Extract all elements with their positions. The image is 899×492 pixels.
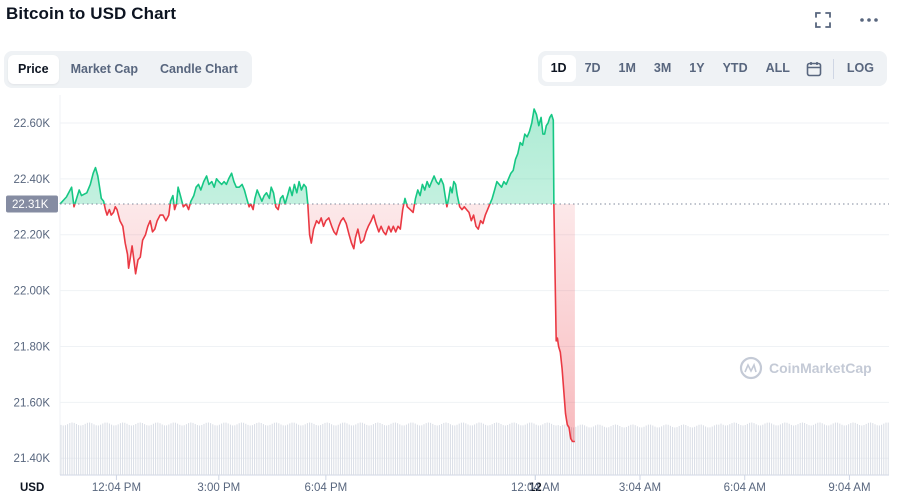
chart-view-tabs: Price Market Cap Candle Chart [4, 51, 252, 88]
x-tick-label: 12:04 PM [92, 482, 141, 492]
calendar-icon[interactable] [799, 55, 829, 82]
range-1d[interactable]: 1D [541, 55, 576, 82]
tab-price[interactable]: Price [8, 55, 59, 84]
more-icon[interactable] [857, 8, 881, 32]
log-scale-toggle[interactable]: LOG [846, 61, 874, 75]
area-above-reference [60, 109, 554, 204]
watermark: CoinMarketCap [739, 356, 872, 380]
y-tick-label: 22.60K [14, 118, 51, 130]
reference-badge: 22.31K [6, 195, 58, 213]
x-tick-label: 3:04 AM [619, 482, 661, 492]
chart-title: Bitcoin to USD Chart [6, 4, 177, 23]
price-line-down [59, 203, 575, 443]
x-tick-label: 12:04 AM [511, 482, 560, 492]
price-chart: CoinMarketCap 22.31K 22.60K22.40K22.20K2… [6, 95, 889, 492]
x-tick-label: 3:00 PM [197, 482, 240, 492]
x-tick-label: 6:04 PM [304, 482, 347, 492]
y-tick-label: 21.80K [14, 341, 51, 353]
range-1y[interactable]: 1Y [689, 61, 705, 75]
chart-grid [59, 95, 889, 476]
y-tick-label: 22.00K [14, 286, 51, 298]
area-below-reference [60, 203, 575, 442]
volume-bars [60, 422, 889, 475]
price-line-up [59, 108, 555, 204]
y-axis: 22.60K 22.40K 22.20K 22.00K 21.80K 21.60K 21.4… [14, 118, 51, 465]
fullscreen-icon[interactable] [811, 8, 835, 32]
watermark-text: CoinMarketCap [769, 360, 872, 376]
time-range-selector: 1D 7D 1M 3M 1Y YTD ALL LOG [537, 51, 887, 86]
reference-value: 22.31K [12, 199, 49, 211]
y-tick-label: 21.40K [14, 453, 51, 465]
range-ytd[interactable]: YTD [722, 61, 748, 75]
range-3m[interactable]: 3M [653, 61, 672, 75]
range-7d[interactable]: 7D [584, 61, 601, 75]
x-tick-label: 9:04 AM [828, 482, 870, 492]
top-icons [811, 8, 881, 32]
currency-label: USD [20, 482, 44, 492]
range-1m[interactable]: 1M [618, 61, 636, 75]
y-tick-label: 22.20K [14, 230, 51, 242]
x-tick-label: 12 [529, 482, 542, 492]
range-divider [832, 58, 834, 79]
y-tick-label: 22.40K [14, 174, 51, 186]
tab-candle-chart[interactable]: Candle Chart [159, 62, 238, 76]
x-tick-label: 6:04 AM [724, 482, 766, 492]
tab-market-cap[interactable]: Market Cap [70, 62, 138, 76]
range-all[interactable]: ALL [765, 61, 790, 75]
y-tick-label: 21.60K [14, 397, 51, 409]
